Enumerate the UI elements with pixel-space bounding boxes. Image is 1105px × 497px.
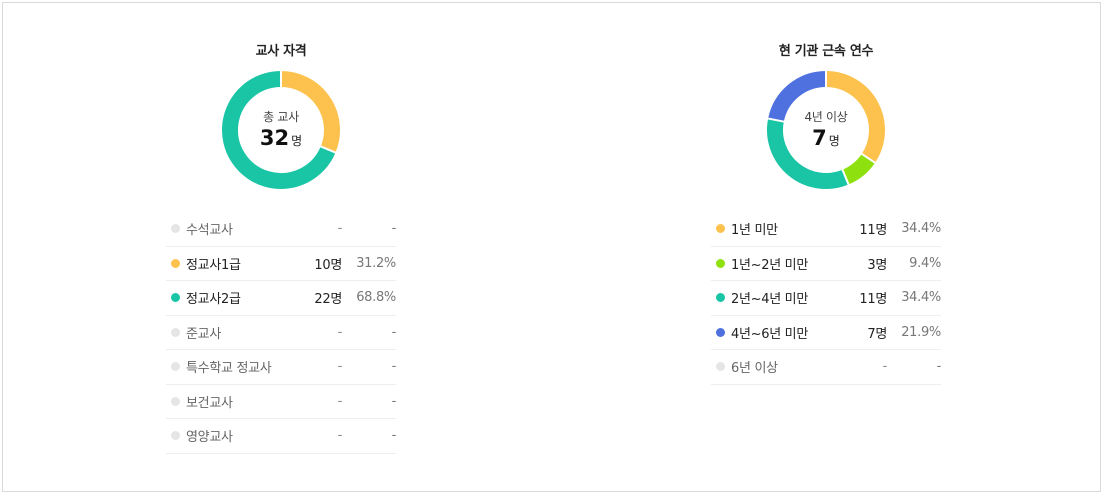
legend-percent: - bbox=[936, 359, 942, 375]
legend-item: 준교사 - - bbox=[166, 316, 397, 350]
legend-percent: 9.4% bbox=[909, 255, 941, 271]
legend-dot-icon bbox=[171, 431, 180, 441]
legend-item: 2년~4년 미만 11명 34.4% bbox=[711, 281, 941, 316]
legend-count: 11명 bbox=[859, 223, 887, 239]
legend-dot-icon bbox=[171, 327, 180, 337]
center-label: 4년 이상 bbox=[804, 109, 848, 124]
legend-dot-icon bbox=[716, 327, 725, 337]
legend-percent: 21.9% bbox=[901, 324, 941, 340]
donut-center: 총 교사 32 명 bbox=[220, 69, 342, 191]
legend-item: 6년 이상 - - bbox=[711, 350, 941, 385]
legend-dot-icon bbox=[171, 258, 180, 268]
legend-dot-icon bbox=[171, 224, 180, 234]
legend-percent: 68.8% bbox=[356, 290, 396, 306]
donut-slice-2 bbox=[767, 118, 849, 189]
donut-slice-0 bbox=[825, 71, 885, 163]
legend-count: - bbox=[337, 359, 343, 375]
legend-item: 영양교사 - - bbox=[166, 419, 396, 454]
donut-slice-3 bbox=[768, 71, 827, 122]
legend-item: 보건교사 - - bbox=[166, 385, 397, 419]
legend-label: 6년 이상 bbox=[731, 361, 778, 377]
legend-percent: - bbox=[391, 359, 397, 375]
legend-item: 정교사1급 10명 31.2% bbox=[166, 247, 396, 281]
legend-label: 특수학교 정교사 bbox=[186, 361, 272, 377]
legend-count: - bbox=[337, 428, 343, 444]
donut-svg bbox=[766, 70, 885, 189]
legend-list: 수석교사 - - 정교사1급 10명 31.2% 정교사2급 22명 68.8% 준교사 - - 특수학… bbox=[166, 212, 396, 454]
chart-title: 현 기관 근속 연수 bbox=[778, 44, 874, 59]
legend-count: 22명 bbox=[314, 292, 342, 308]
legend-dot-icon bbox=[716, 258, 725, 268]
legend-item: 1년 미만 11명 34.4% bbox=[711, 212, 941, 247]
center-number: 7 bbox=[812, 125, 827, 150]
donut-chart: 총 교사 32 명 bbox=[220, 69, 342, 191]
legend-item: 4년~6년 미만 7명 21.9% bbox=[711, 316, 941, 350]
donut-slice-1 bbox=[280, 71, 340, 153]
legend-label: 정교사2급 bbox=[186, 292, 241, 308]
legend-label: 보건교사 bbox=[186, 395, 233, 411]
legend-percent: - bbox=[391, 324, 397, 340]
legend-percent: 34.4% bbox=[901, 221, 941, 237]
legend-count: - bbox=[337, 221, 343, 237]
donut-svg bbox=[222, 70, 340, 189]
legend-item: 1년~2년 미만 3명 9.4% bbox=[711, 247, 941, 281]
legend-label: 4년~6년 미만 bbox=[731, 326, 809, 342]
legend-count: 10명 bbox=[314, 257, 342, 273]
legend-item: 특수학교 정교사 - - bbox=[166, 350, 396, 385]
legend-label: 준교사 bbox=[186, 326, 221, 342]
legend-dot-icon bbox=[171, 396, 180, 406]
legend-dot-icon bbox=[716, 293, 725, 303]
center-value: 32 명 bbox=[260, 126, 302, 153]
legend-count: - bbox=[337, 324, 343, 340]
slice-separator-3 bbox=[766, 117, 786, 123]
legend-label: 2년~4년 미만 bbox=[731, 292, 809, 308]
legend-dot-icon bbox=[171, 293, 180, 303]
legend-label: 수석교사 bbox=[186, 223, 233, 239]
legend-count: 3명 bbox=[867, 257, 887, 273]
legend-count: - bbox=[337, 393, 343, 409]
legend-count: 11명 bbox=[859, 292, 887, 308]
legend-percent: - bbox=[391, 221, 397, 237]
legend-percent: 31.2% bbox=[356, 255, 396, 271]
legend-label: 정교사1급 bbox=[186, 257, 241, 273]
slice-separator-1 bbox=[860, 152, 877, 165]
chart-title: 교사 자격 bbox=[255, 44, 307, 59]
center-number: 32 bbox=[259, 125, 290, 150]
legend-list: 1년 미만 11명 34.4% 1년~2년 미만 3명 9.4% 2년~4년 미만 11명 34… bbox=[711, 212, 941, 385]
legend-dot-icon bbox=[716, 224, 725, 234]
legend-label: 1년 미만 bbox=[731, 223, 778, 239]
legend-count: - bbox=[882, 359, 888, 375]
legend-percent: 34.4% bbox=[901, 290, 941, 306]
legend-item: 정교사2급 22명 68.8% bbox=[166, 281, 396, 316]
legend-item: 수석교사 - - bbox=[166, 212, 396, 247]
center-unit: 명 bbox=[291, 133, 303, 148]
center-unit: 명 bbox=[828, 133, 840, 148]
donut-slice-2 bbox=[222, 71, 336, 189]
legend-percent: - bbox=[391, 393, 397, 409]
legend-dot-icon bbox=[716, 362, 725, 372]
legend-label: 영양교사 bbox=[186, 430, 233, 446]
legend-count: 7명 bbox=[867, 326, 887, 342]
slice-separator-2 bbox=[319, 145, 337, 154]
center-label: 총 교사 bbox=[263, 109, 299, 124]
legend-label: 1년~2년 미만 bbox=[731, 257, 809, 273]
legend-percent: - bbox=[391, 428, 397, 444]
slice-separator-2 bbox=[841, 168, 850, 186]
donut-slice-1 bbox=[842, 153, 876, 185]
legend-dot-icon bbox=[171, 362, 180, 372]
